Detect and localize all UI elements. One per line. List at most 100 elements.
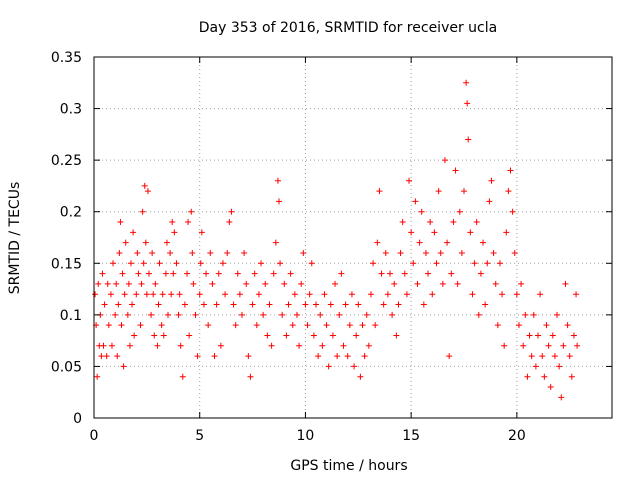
data-point [532,363,539,370]
data-point [230,301,237,308]
x-axis-title: GPS time / hours [290,458,407,474]
data-point [499,291,506,298]
data-point [291,291,298,298]
data-point [241,249,248,256]
data-point [217,342,224,349]
data-point [249,301,256,308]
data-point [163,239,170,246]
data-point [395,301,402,308]
data-point [268,342,275,349]
data-point [444,239,451,246]
data-point [118,322,125,329]
data-point [391,280,398,287]
data-point [192,311,199,318]
data-point [154,342,161,349]
data-point [342,301,349,308]
data-point [243,280,250,287]
data-point [162,270,169,277]
data-point [115,301,122,308]
x-tick-label: 0 [90,428,99,444]
data-point [530,311,537,318]
data-point [200,301,207,308]
data-point [156,260,163,267]
data-point [105,322,112,329]
data-point [141,182,148,189]
data-point [143,291,150,298]
data-point [418,208,425,215]
data-point [332,280,339,287]
data-point [513,291,520,298]
data-point [437,249,444,256]
data-point [253,322,260,329]
data-point [484,260,491,267]
data-point [545,342,552,349]
data-point [283,332,290,339]
x-tick-label: 5 [195,428,204,444]
data-point [222,291,229,298]
data-point [336,311,343,318]
data-point [194,353,201,360]
data-point [313,301,319,308]
data-point [140,260,147,267]
data-point [410,260,417,267]
data-point [564,322,571,329]
data-point [121,291,128,298]
data-point [142,239,149,246]
y-tick-label: 0.35 [51,50,82,66]
data-point [150,291,157,298]
data-point [448,270,455,277]
data-point [110,260,117,267]
data-point [464,100,471,107]
data-point [189,249,196,256]
data-point [382,249,389,256]
data-point [370,260,377,267]
chart-title: Day 353 of 2016, SRMTID for receiver ucl… [199,20,497,36]
data-point [209,280,216,287]
data-point [190,280,197,287]
data-point [380,301,387,308]
data-point [406,177,413,184]
data-point [139,208,146,215]
data-point [98,353,105,360]
data-point [219,260,226,267]
y-tick-label: 0.1 [60,308,82,324]
data-point [494,322,501,329]
data-point [236,291,243,298]
data-point [480,239,487,246]
grid-lines [94,57,612,418]
data-point [155,301,162,308]
data-point [99,270,106,277]
data-point [338,270,345,277]
data-point [101,301,108,308]
y-tick-label: 0.2 [60,205,82,221]
data-point [120,363,127,370]
data-point [130,229,137,236]
data-point [114,353,121,360]
data-point [245,353,252,360]
data-point [439,280,446,287]
data-point [306,291,313,298]
data-point [169,219,176,226]
data-point [224,249,231,256]
data-point [266,301,273,308]
data-point [365,342,372,349]
data-point [138,280,145,287]
data-point [401,270,408,277]
data-point [260,311,267,318]
data-point [399,219,406,226]
data-point [363,311,370,318]
data-point [568,373,575,380]
data-point [94,373,101,380]
data-point [376,188,383,195]
data-point [262,280,269,287]
axis-ticks: 0 0.05 0.1 0.15 0.2 0.25 0.3 0.35 0 5 10 15 20 [51,50,612,444]
data-point [431,229,438,236]
data-point [255,291,262,298]
data-point [177,342,184,349]
data-point [554,311,561,318]
data-point [541,373,548,380]
data-point [560,342,567,349]
data-point [393,332,400,339]
data-point [293,311,300,318]
data-point [539,353,546,360]
